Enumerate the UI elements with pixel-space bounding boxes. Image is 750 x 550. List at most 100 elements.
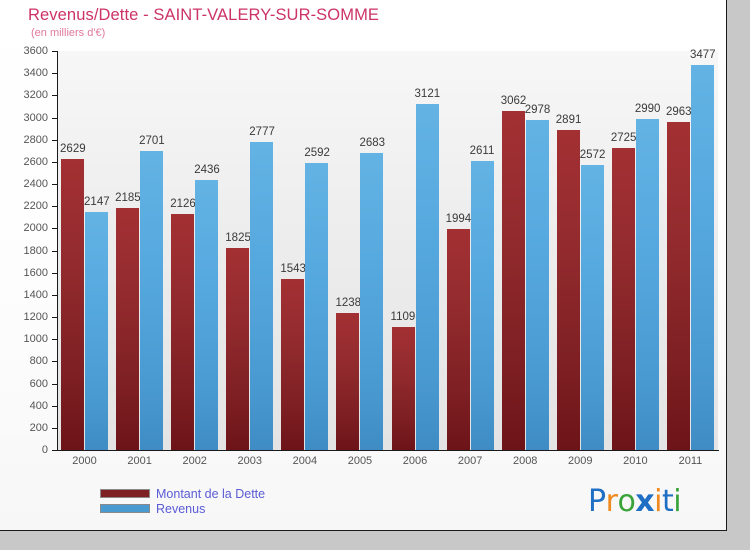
y-axis-tick	[52, 139, 58, 141]
bar-value-label: 2126	[170, 198, 196, 211]
y-axis-line	[57, 51, 58, 451]
x-axis-line	[57, 450, 719, 451]
y-axis-label: 400	[29, 399, 48, 412]
bar-value-label: 3477	[689, 48, 716, 61]
bar-value-label: 2891	[555, 113, 582, 126]
y-axis-label: 600	[29, 377, 48, 390]
bar-dette-2010	[611, 147, 635, 450]
bar-value-label: 2777	[249, 126, 275, 139]
y-axis-label: 800	[29, 355, 48, 368]
logo-letter-t-5: t	[662, 484, 674, 519]
page-title: Revenus/Dette - SAINT-VALERY-SUR-SOMME	[28, 6, 380, 24]
x-axis-label: 2008	[512, 455, 538, 467]
bar-dette-2004	[281, 278, 305, 450]
y-axis-tick	[52, 272, 58, 274]
bar-value-label: 2963	[665, 105, 692, 118]
bar-value-label: 2147	[84, 196, 110, 209]
legend-label-dette: Montant de la Dette	[156, 486, 266, 501]
y-axis-label: 0	[41, 444, 48, 456]
bar-value-label: 2185	[115, 191, 141, 204]
y-axis-label: 1400	[23, 288, 48, 301]
bar-dette-2011	[666, 121, 690, 450]
bar-dette-2006	[391, 327, 415, 450]
bar-value-label: 2683	[359, 136, 386, 149]
bar-value-label: 2725	[610, 131, 637, 144]
proxiti-logo: Proxiti	[588, 484, 682, 519]
chart-panel: Revenus/Dette - SAINT-VALERY-SUR-SOMME (…	[0, 0, 727, 531]
logo-letter-r-1: r	[605, 484, 618, 519]
bar-value-label: 2592	[304, 146, 330, 159]
y-axis-label: 2600	[23, 155, 48, 168]
bar-dette-2003	[226, 247, 250, 450]
bar-value-label: 1109	[390, 311, 416, 324]
bar-value-label: 3062	[500, 94, 527, 107]
x-axis-label: 2000	[72, 455, 97, 467]
y-axis-label: 2000	[23, 222, 48, 235]
y-axis-tick	[52, 184, 58, 185]
bar-dette-2001	[116, 207, 140, 450]
bar-dette-2008	[501, 110, 525, 450]
x-axis-label: 2002	[182, 455, 207, 467]
legend-item-dette: Montant de la Dette	[100, 486, 265, 501]
x-axis-label: 2011	[678, 455, 703, 467]
legend-item-revenus: Revenus	[100, 501, 265, 516]
logo-letter-P-0: P	[588, 484, 606, 519]
x-axis-label: 2009	[568, 455, 593, 467]
y-axis-label: 200	[29, 421, 48, 434]
x-axis-label: 2010	[623, 455, 648, 467]
bar-revenus-2004	[305, 162, 329, 450]
y-axis-label: 3400	[23, 67, 48, 80]
x-axis-label: 2001	[127, 455, 152, 467]
bar-revenus-2000	[85, 212, 109, 450]
y-axis-tick	[52, 228, 58, 230]
y-axis-label: 1800	[23, 244, 48, 257]
bar-value-label: 1994	[445, 212, 472, 225]
y-axis-label: 2800	[23, 133, 48, 146]
legend-swatch-dette	[100, 489, 150, 498]
bar-value-label: 1825	[225, 231, 251, 244]
chart-legend: Montant de la Dette Revenus	[100, 486, 265, 516]
bar-dette-2007	[446, 228, 470, 450]
bar-value-label: 2572	[579, 148, 606, 161]
y-axis-label: 3600	[23, 45, 48, 57]
x-axis-label: 2006	[402, 455, 428, 467]
y-axis-tick	[52, 95, 58, 97]
bar-revenus-2011	[690, 64, 714, 450]
bar-value-label: 2990	[634, 102, 661, 115]
y-axis-tick	[52, 73, 58, 75]
x-axis-label: 2005	[347, 455, 373, 467]
y-axis-tick	[52, 339, 58, 341]
x-axis-label: 2007	[457, 455, 483, 467]
plot-area	[57, 51, 718, 450]
bar-revenus-2005	[360, 152, 384, 450]
bar-value-label: 3121	[414, 88, 441, 101]
y-axis-tick	[52, 361, 58, 363]
y-axis-tick	[52, 206, 58, 208]
y-axis-tick	[52, 161, 58, 163]
logo-letter-i-6: i	[673, 484, 682, 519]
legend-label-revenus: Revenus	[156, 501, 206, 516]
chart-subtitle: (en milliers d'€)	[31, 27, 106, 39]
logo-letter-i-4: i	[654, 484, 662, 519]
y-axis-label: 2400	[23, 178, 48, 190]
bar-dette-2002	[171, 214, 195, 450]
bar-revenus-2002	[195, 180, 219, 450]
bar-value-label: 2701	[139, 134, 165, 147]
y-axis-tick	[52, 383, 58, 385]
y-axis-label: 1600	[23, 266, 48, 279]
y-axis-label: 2200	[23, 200, 48, 213]
y-axis-tick	[52, 51, 58, 52]
y-axis-tick	[52, 294, 58, 296]
y-axis-label: 1200	[23, 311, 48, 323]
y-axis-label: 3200	[23, 89, 48, 102]
x-axis-label: 2003	[237, 455, 263, 467]
bar-value-label: 1543	[280, 262, 306, 275]
legend-swatch-revenus	[100, 504, 150, 513]
bar-revenus-2010	[635, 118, 659, 450]
y-axis-tick	[52, 450, 58, 451]
y-axis-label: 3000	[23, 111, 48, 124]
bar-value-label: 2978	[524, 103, 551, 116]
bar-revenus-2009	[580, 164, 604, 450]
bar-value-label: 2611	[469, 144, 495, 157]
bar-value-label: 2629	[60, 142, 86, 155]
